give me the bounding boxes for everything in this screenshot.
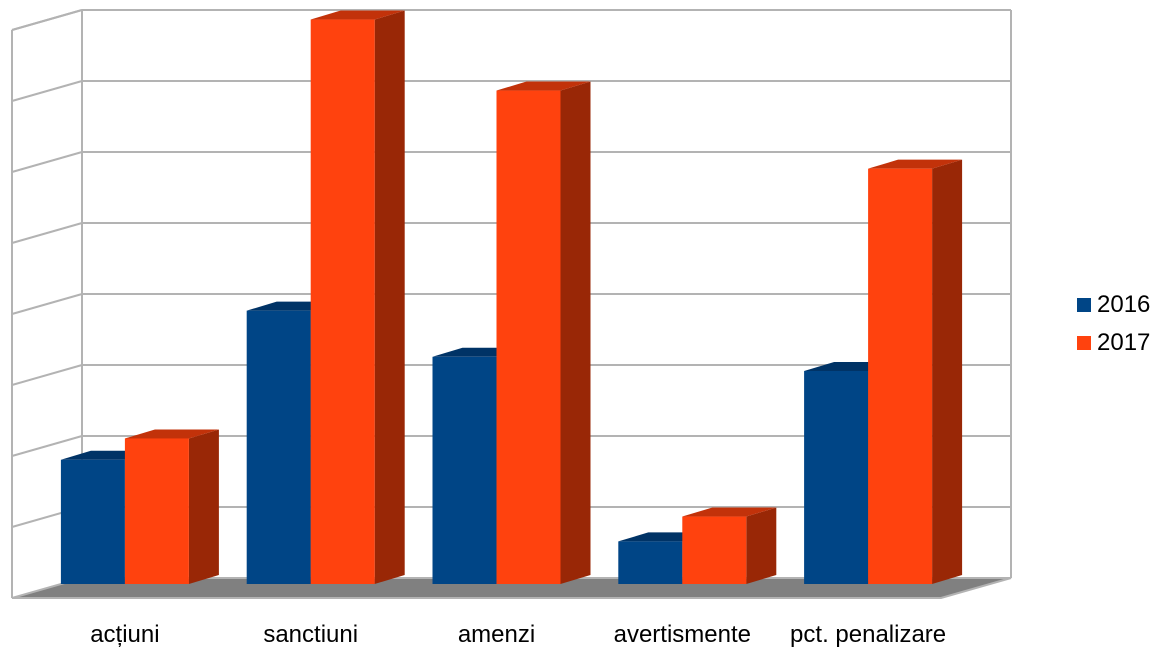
bar-2016-3 [432,356,497,584]
x-tick-label: pct. penalizare [790,621,946,648]
bar-2017-1-top [124,429,219,439]
bar-2017-2 [310,19,375,585]
x-tick-label: acțiuni [90,621,159,648]
legend-label-2017: 2017 [1097,329,1151,356]
bar-2017-5-top [868,159,963,169]
legend: 2016 2017 [1077,290,1150,366]
gridline-side [11,151,83,173]
bar-2017-5-side [932,159,963,584]
x-tick-label: amenzi [458,621,535,648]
gridline-side [11,80,83,102]
left-wall-top [11,9,83,31]
gridline-side [11,364,83,386]
bar-2016-4 [618,541,683,584]
legend-swatch-2017 [1077,336,1091,350]
bar-2017-4-top [682,507,777,517]
legend-label-2016: 2016 [1097,291,1151,318]
bar-2017-4 [682,516,747,584]
bar-2017-1-side [188,429,219,584]
bar-2016-1 [60,459,125,584]
bar-2017-2-top [310,10,405,20]
bar-2017-4-side [746,507,777,584]
legend-item-2017: 2017 [1077,328,1150,358]
gridline-side [11,222,83,244]
bar-2016-2 [246,310,311,584]
bar-2017-3 [496,90,561,585]
legend-item-2016: 2016 [1077,290,1150,320]
bar-2017-2-side [374,10,405,585]
gridline-side [11,435,83,457]
x-tick-label: sanctiuni [263,621,358,648]
bar-2017-1 [124,438,189,584]
bar-2016-5 [804,371,869,584]
bar-2017-5 [868,168,933,584]
legend-swatch-2016 [1077,298,1091,312]
bar-2017-3-top [496,81,591,91]
bar-2017-3-side [560,81,591,585]
x-tick-label: avertismente [614,621,751,648]
gridline-side [11,293,83,315]
